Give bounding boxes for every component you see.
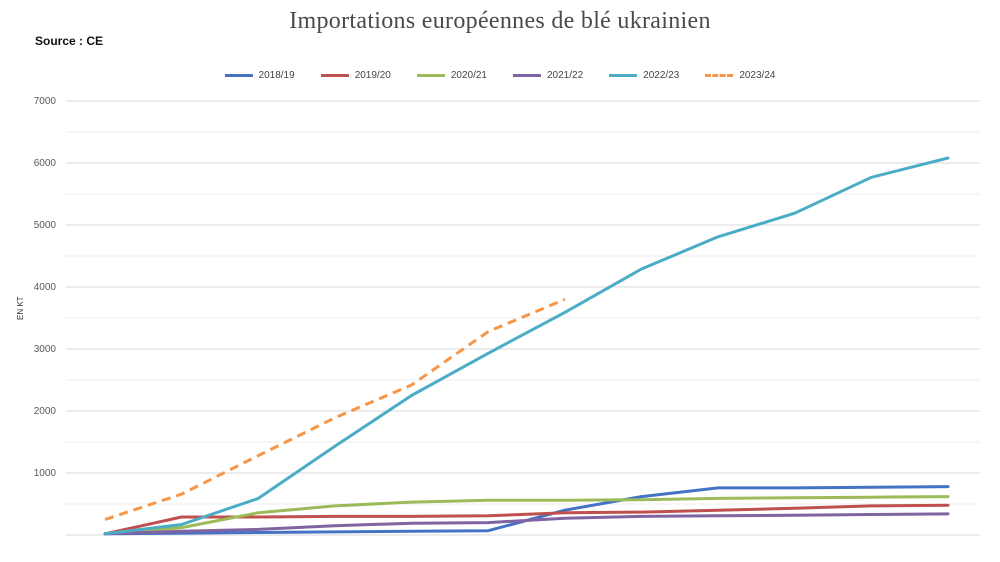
series-line [103, 512, 950, 536]
legend-item: 2020/21 [416, 70, 487, 81]
y-tick-layer: 1000 2000 3000 4000 5000 6000 7000 [34, 96, 57, 479]
series-line [104, 298, 566, 521]
chart-legend: 2018/19 2019/20 2020/21 2021/22 2022/23 2023/… [0, 70, 1000, 81]
legend-swatch [513, 74, 541, 77]
legend-item: 2019/20 [320, 70, 391, 81]
y-tick-label: 5000 [34, 220, 57, 231]
legend-label: 2019/20 [354, 70, 391, 81]
series-line [103, 156, 950, 536]
legend-label: 2023/24 [739, 70, 776, 81]
legend-label: 2020/21 [450, 70, 487, 81]
legend-label: 2018/19 [258, 70, 295, 81]
y-tick-label: 7000 [34, 96, 57, 107]
legend-swatch [320, 74, 349, 77]
series-line [103, 503, 950, 536]
y-tick-label: 4000 [34, 282, 57, 293]
y-tick-label: 1000 [34, 468, 57, 479]
series-layer [103, 156, 950, 536]
series-line [103, 495, 950, 536]
legend-item: 2022/23 [609, 70, 679, 81]
chart-title: Importations européennes de blé ukrainie… [289, 8, 711, 34]
series-line [103, 485, 950, 536]
legend-swatch [416, 74, 445, 77]
y-tick-label: 2000 [34, 406, 57, 417]
legend-swatch [705, 74, 734, 77]
legend-item: 2021/22 [513, 70, 583, 81]
y-tick-label: 6000 [34, 158, 57, 169]
legend-swatch [224, 74, 253, 77]
y-tick-label: 3000 [34, 344, 57, 355]
legend-label: 2022/23 [643, 70, 680, 81]
chart-source: Source : CE [35, 34, 104, 48]
legend-label: 2021/22 [547, 70, 584, 81]
grid-layer [66, 100, 980, 536]
legend-item: 2018/19 [224, 70, 295, 81]
legend-swatch [609, 74, 638, 77]
legend-item: 2023/24 [705, 70, 775, 81]
